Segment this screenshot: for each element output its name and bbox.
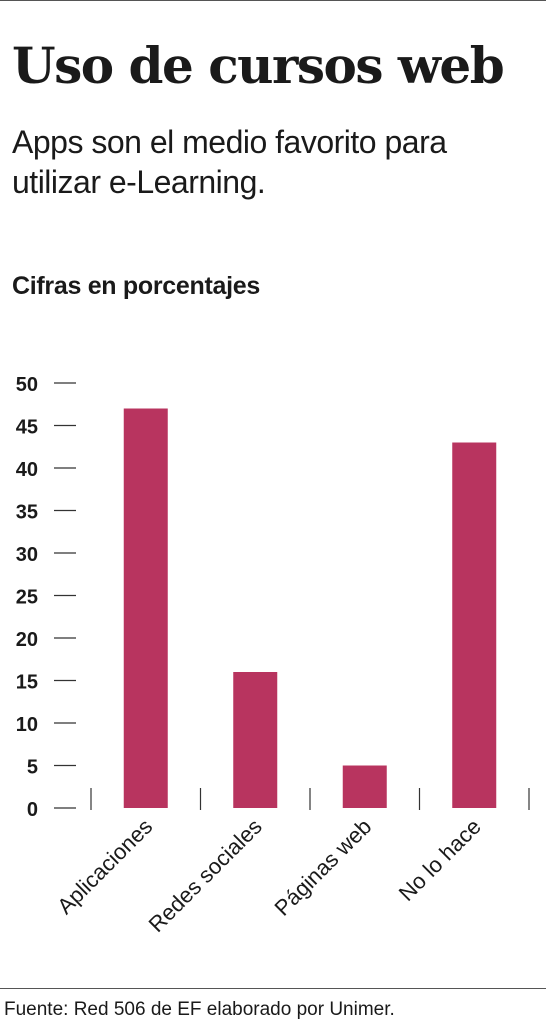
bar	[452, 442, 497, 808]
x-category-label: No lo hace	[394, 814, 486, 906]
x-category-label: Páginas web	[270, 814, 377, 921]
y-tick-label: 30	[16, 544, 38, 566]
y-tick-label: 5	[27, 757, 38, 779]
x-category-label: Aplicaciones	[52, 814, 157, 919]
y-tick-label: 15	[16, 672, 38, 694]
bar	[342, 765, 387, 808]
y-tick-label: 50	[16, 374, 38, 396]
y-tick-label: 20	[16, 629, 38, 651]
bar	[233, 672, 278, 808]
y-tick-label: 40	[16, 459, 38, 481]
y-tick-label: 10	[16, 714, 38, 736]
y-tick-label: 25	[16, 587, 38, 609]
source-note: Fuente: Red 506 de EF elaborado por Unim…	[4, 999, 395, 1020]
chart-subtitle: Apps son el medio favorito para utilizar…	[12, 124, 447, 200]
source-rule	[0, 988, 546, 989]
top-rule	[0, 0, 546, 1]
chart-title: Uso de cursos web	[12, 36, 505, 95]
units-label: Cifras en porcentajes	[12, 272, 260, 300]
y-tick-label: 0	[27, 799, 38, 821]
y-tick-label: 35	[16, 502, 38, 524]
y-tick-label: 45	[16, 417, 38, 439]
x-category-label: Redes sociales	[144, 814, 267, 937]
bar	[123, 408, 168, 808]
